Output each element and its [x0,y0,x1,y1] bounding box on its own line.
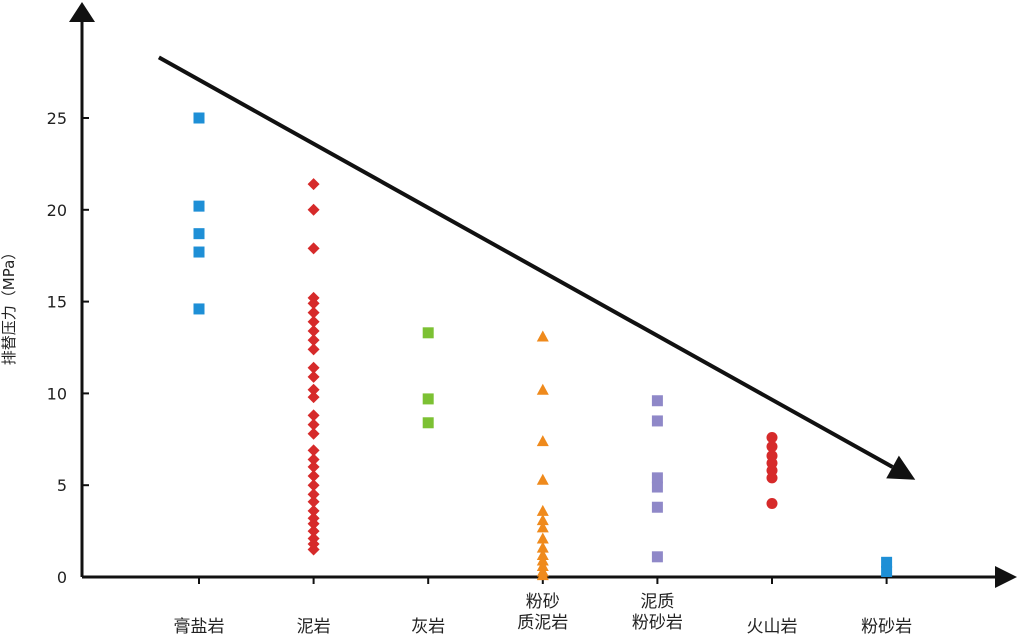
category-label: 泥质 [640,592,674,612]
trend-arrow [157,55,916,480]
data-point [536,504,549,516]
data-point [193,246,205,258]
data-point [307,427,320,440]
data-point [307,242,320,255]
data-point [307,453,320,466]
data-point [307,324,320,337]
category-label: 火山岩 [747,617,798,637]
category-label: 粉砂岩 [632,613,683,633]
data-point [766,441,778,453]
data-point [536,435,549,447]
data-point [651,551,663,563]
data-point [766,472,778,484]
data-point [193,228,205,240]
data-point [307,479,320,492]
trend-arrow-line [157,55,894,469]
category-label: 质泥岩 [517,613,568,633]
data-point [307,361,320,374]
category-label: 膏盐岩 [174,616,225,637]
y-axis-label: 排替压力（MPa） [0,245,18,366]
y-axis-arrowhead [69,2,95,22]
axes [69,2,1017,588]
category-label: 粉砂 [526,592,560,612]
data-point [536,569,549,581]
data-point [307,525,320,538]
data-point [651,481,663,493]
data-point [307,391,320,404]
data-point [536,532,549,544]
data-point [536,521,549,533]
data-point [536,514,549,526]
data-point [307,444,320,457]
data-point [307,370,320,383]
data-point [193,112,205,124]
data-point [307,297,320,310]
y-tick-label: 10 [47,384,67,403]
data-point [651,472,663,484]
x-axis-arrowhead [995,566,1017,588]
data-point [651,395,663,407]
data-point [422,417,434,429]
data-point [422,393,434,405]
data-point [307,504,320,517]
data-point [307,543,320,556]
data-points [193,112,893,581]
data-point [881,565,893,577]
category-label: 粉砂岩 [861,617,912,637]
data-point [536,473,549,485]
data-point [651,501,663,513]
category-label: 泥岩 [297,617,331,637]
data-point [536,541,549,553]
data-point [536,559,549,571]
data-point [307,343,320,356]
y-tick-label: 5 [57,476,67,495]
data-point [307,306,320,319]
y-tick-labels: 0 5 10 15 20 25 [47,109,67,587]
data-point [536,554,549,566]
data-point [307,178,320,191]
y-tick-label: 15 [47,293,67,312]
data-point [307,488,320,501]
data-point [307,334,320,347]
category-label: 灰岩 [411,617,445,637]
data-point [881,556,893,568]
y-tick-label: 25 [47,109,67,128]
data-point [766,431,778,443]
data-point [193,303,205,315]
data-point [422,327,434,339]
data-point [307,470,320,483]
data-point [307,517,320,530]
data-point [193,200,205,212]
data-point [536,383,549,395]
data-point [307,418,320,431]
data-point [307,315,320,328]
data-point [307,495,320,508]
y-tick-label: 20 [47,201,67,220]
data-point [307,460,320,473]
data-point [307,409,320,422]
trend-arrowhead [886,455,916,480]
data-point [766,498,778,510]
data-point [307,383,320,396]
y-tick-label: 0 [57,568,67,587]
data-point [536,548,549,560]
data-point [651,415,663,427]
data-point [307,203,320,216]
data-point [536,330,549,342]
